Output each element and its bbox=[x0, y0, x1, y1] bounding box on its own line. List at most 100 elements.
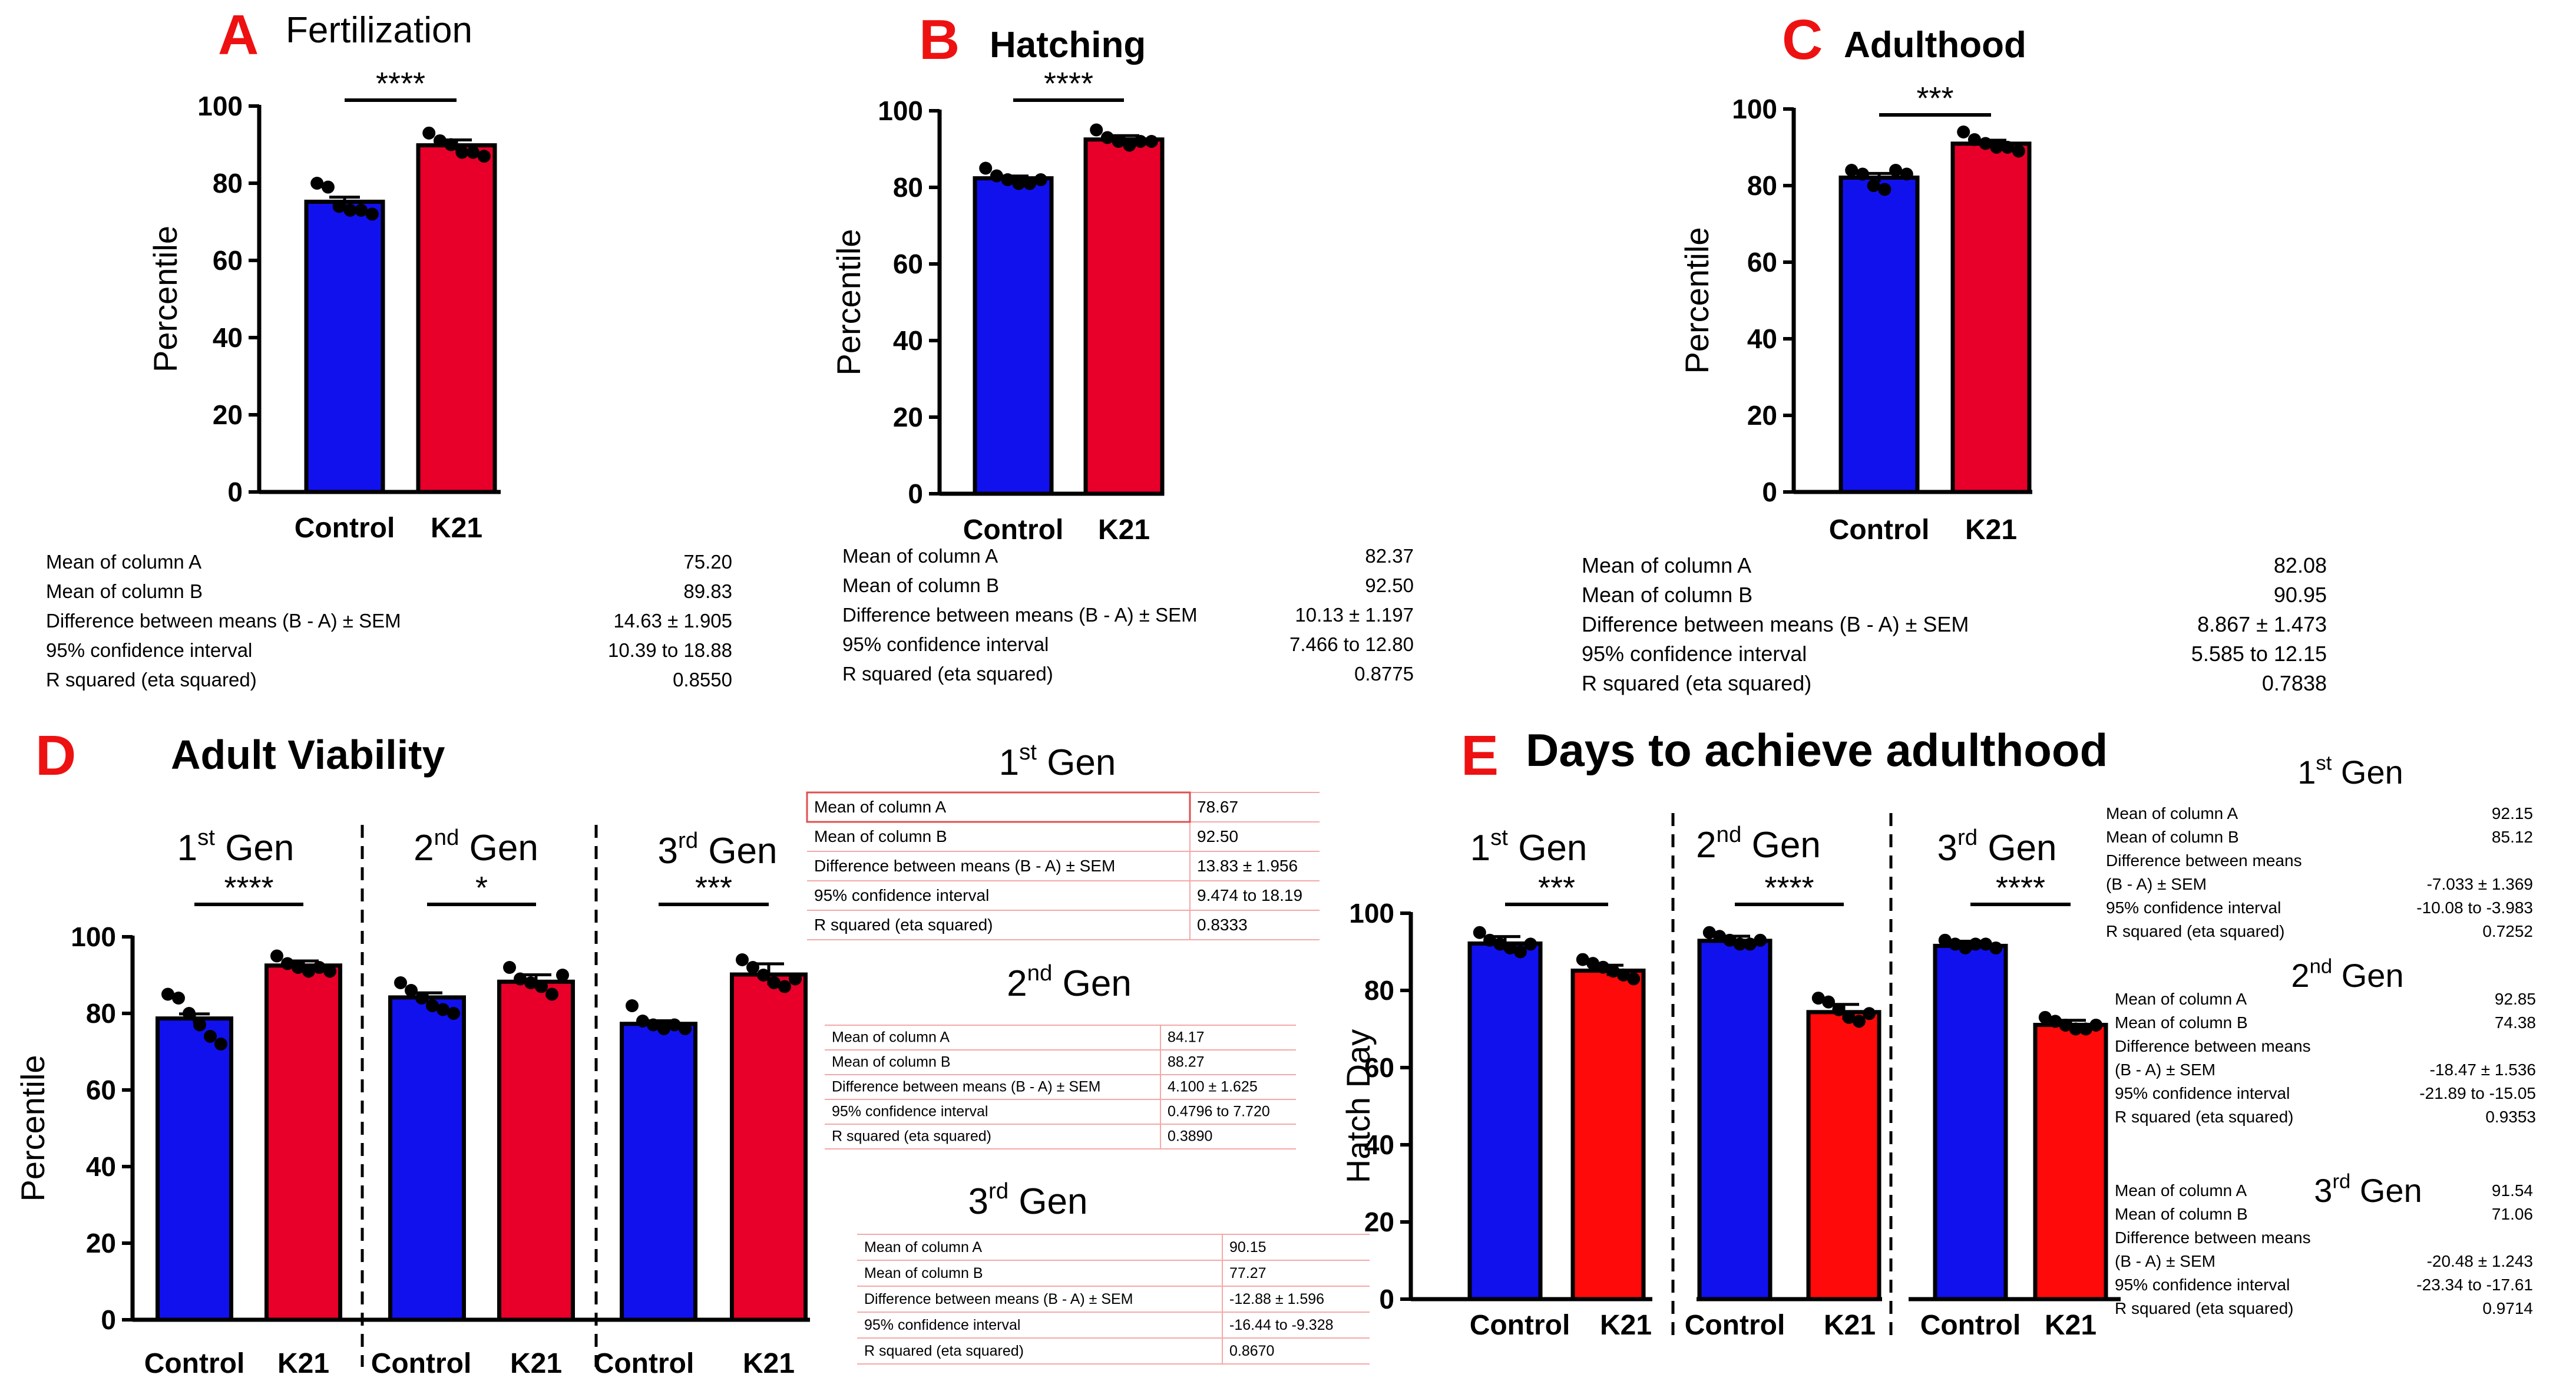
data-point bbox=[778, 980, 791, 993]
y-tick-label: 0 bbox=[101, 1304, 116, 1335]
gen-label: 1st Gen bbox=[1470, 825, 1588, 868]
stats-e2-value: -18.47 ± 1.536 bbox=[2430, 1061, 2536, 1079]
gen-label: 3rd Gen bbox=[657, 828, 777, 871]
data-point bbox=[1586, 957, 1600, 970]
data-point bbox=[1967, 133, 1981, 146]
significance-stars: **** bbox=[1764, 870, 1814, 906]
data-point bbox=[1524, 937, 1537, 951]
k21-bar bbox=[1950, 141, 2032, 494]
stats-d2-label: 95% confidence interval bbox=[832, 1104, 988, 1120]
data-point bbox=[2012, 144, 2025, 158]
data-point bbox=[270, 949, 283, 963]
control-bar bbox=[304, 199, 385, 494]
x-tick-label: Control bbox=[1829, 514, 1930, 546]
stats-d1-label: Mean of column A bbox=[814, 798, 946, 816]
significance-stars: **** bbox=[224, 870, 273, 906]
y-tick-label: 100 bbox=[1732, 94, 1777, 124]
x-tick-label: K21 bbox=[1965, 514, 2017, 546]
stats-a-label: R squared (eta squared) bbox=[46, 669, 257, 691]
stats-b-value: 82.37 bbox=[1365, 545, 1414, 567]
stats-d1-value: 78.67 bbox=[1197, 798, 1238, 816]
x-tick-label: K21 bbox=[277, 1348, 329, 1379]
data-point bbox=[1145, 135, 1158, 148]
data-point bbox=[1856, 167, 1869, 181]
y-tick-label: 100 bbox=[197, 91, 243, 121]
stats-d3-value: -12.88 ± 1.596 bbox=[1229, 1291, 1324, 1307]
stats-e3-value: -20.48 ± 1.243 bbox=[2427, 1252, 2533, 1270]
stats-d1-label: Mean of column B bbox=[814, 827, 947, 845]
y-tick-label: 20 bbox=[1747, 400, 1777, 431]
stats-e1-value: 85.12 bbox=[2492, 828, 2533, 846]
stats-d2-value: 88.27 bbox=[1168, 1054, 1205, 1071]
data-point bbox=[437, 1003, 449, 1016]
stats-a-value: 14.63 ± 1.905 bbox=[613, 610, 732, 632]
data-point bbox=[2089, 1018, 2103, 1032]
stats-a-label: Difference between means (B - A) ± SEM bbox=[46, 610, 401, 632]
control-bar bbox=[973, 176, 1054, 496]
data-point bbox=[281, 957, 294, 970]
significance-stars: **** bbox=[1996, 870, 2045, 906]
stats-d3-label: Mean of column A bbox=[864, 1239, 982, 1256]
data-point bbox=[524, 976, 537, 989]
y-tick-label: 20 bbox=[86, 1228, 116, 1258]
stats-d2-value: 0.3890 bbox=[1168, 1128, 1212, 1145]
x-tick-label: Control bbox=[1920, 1310, 2021, 1341]
data-point bbox=[1878, 183, 1892, 196]
data-point bbox=[1702, 926, 1716, 939]
data-point bbox=[1090, 123, 1103, 137]
data-point bbox=[1493, 937, 1507, 951]
table-title: 1st Gen bbox=[2297, 752, 2403, 791]
stats-b-label: Difference between means (B - A) ± SEM bbox=[842, 604, 1198, 626]
data-point bbox=[1852, 1015, 1866, 1028]
data-point bbox=[447, 1007, 460, 1020]
stats-d2-value: 0.4796 to 7.720 bbox=[1168, 1104, 1270, 1120]
stats-e1-label: (B - A) ± SEM bbox=[2106, 875, 2207, 893]
x-tick-label: Control bbox=[594, 1348, 695, 1379]
data-point bbox=[979, 161, 993, 175]
table-title: 2nd Gen bbox=[1007, 960, 1132, 1004]
stats-d3-label: Mean of column B bbox=[864, 1265, 983, 1281]
data-point bbox=[626, 999, 639, 1012]
data-point bbox=[1473, 926, 1486, 939]
y-tick-label: 80 bbox=[893, 172, 923, 203]
data-point bbox=[1832, 1003, 1846, 1016]
data-point bbox=[1989, 941, 2003, 954]
x-tick-label: Control bbox=[295, 513, 395, 544]
stats-e2-value: -21.89 to -15.05 bbox=[2419, 1084, 2536, 1102]
data-point bbox=[1754, 933, 1767, 947]
stats-d1-value: 9.474 to 18.19 bbox=[1197, 886, 1302, 904]
control-bar bbox=[1838, 175, 1920, 494]
stats-d3-value: 0.8670 bbox=[1229, 1343, 1274, 1359]
stats-d3-value: -16.44 to -9.328 bbox=[1229, 1317, 1334, 1333]
y-tick-label: 0 bbox=[1762, 477, 1777, 507]
stats-b-value: 10.13 ± 1.197 bbox=[1295, 604, 1414, 626]
y-tick-label: 20 bbox=[893, 402, 923, 432]
stats-b-label: Mean of column A bbox=[842, 545, 998, 567]
stats-e3-value: 0.9714 bbox=[2482, 1299, 2533, 1317]
data-point bbox=[545, 987, 558, 1001]
y-tick-label: 20 bbox=[1364, 1207, 1394, 1237]
data-point bbox=[746, 961, 759, 974]
y-tick-label: 40 bbox=[213, 322, 243, 353]
data-point bbox=[1743, 937, 1757, 951]
stats-a-value: 89.83 bbox=[683, 580, 732, 602]
control-bar bbox=[620, 1022, 697, 1322]
stats-e1-value: 92.15 bbox=[2492, 804, 2533, 822]
data-point bbox=[161, 987, 174, 1001]
data-point bbox=[1811, 992, 1825, 1005]
k21-bar bbox=[2033, 1023, 2108, 1301]
y-tick-label: 80 bbox=[1747, 170, 1777, 201]
stats-c-label: Mean of column A bbox=[1582, 553, 1751, 577]
data-point bbox=[2038, 1010, 2052, 1024]
data-point bbox=[1723, 933, 1737, 947]
panel-title: Adulthood bbox=[1844, 25, 2026, 65]
data-point bbox=[2001, 141, 2015, 154]
data-point bbox=[302, 964, 315, 978]
significance-stars: **** bbox=[1044, 66, 1093, 101]
x-tick-label: K21 bbox=[2045, 1310, 2096, 1341]
y-tick-label: 60 bbox=[86, 1075, 116, 1105]
data-point bbox=[1822, 995, 1836, 1009]
y-axis-label: Percentile bbox=[14, 1055, 51, 1201]
data-point bbox=[1938, 933, 1952, 947]
